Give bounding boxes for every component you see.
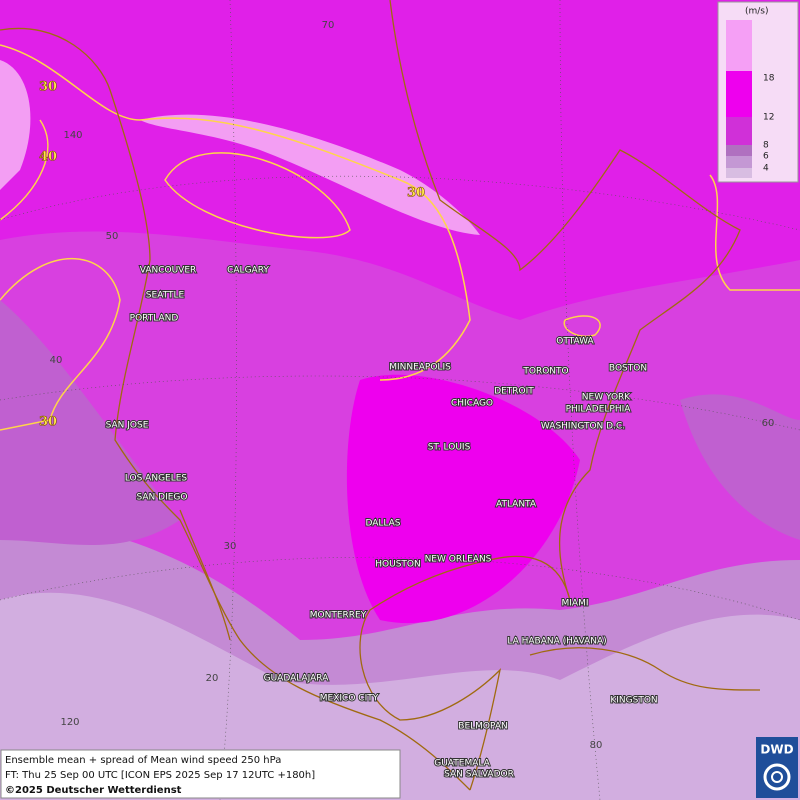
contour-label: 30 [407,186,425,201]
city-label: NEW YORK [582,393,632,403]
city-label: MINNEAPOLIS [389,363,451,373]
city-label: MONTERREY [310,611,367,621]
isotachs [0,44,800,431]
legend-tick: 8 [763,141,769,151]
city-label: KINGSTON [610,696,657,706]
grid-label: 20 [206,673,219,684]
legend-tick: 18 [763,74,775,84]
city-label: SAN DIEGO [137,493,188,503]
city-label: CALGARY [227,266,269,276]
footer-box [0,749,401,799]
city-label: CHICAGO [451,399,493,409]
legend-swatch [726,117,752,145]
grid-label: 40 [50,355,63,366]
city-label: BOSTON [609,364,647,374]
legend-swatch [726,168,752,178]
logo: DWD [756,737,798,798]
city-label: BELMOPAN [458,722,507,732]
city-labels: VANCOUVER CALGARY SEATTLE PORTLAND MINNE… [105,265,659,781]
city-label: TORONTO [522,367,568,377]
graticule-labels: 70 140 50 40 60 30 20 120 80 [50,20,775,751]
legend-swatch [726,20,752,71]
city-label: DETROIT [494,387,534,397]
city-label: PORTLAND [130,314,179,324]
city-label: LA HABANA (HAVANA) [507,637,606,647]
footer-line: FT: Thu 25 Sep 00 UTC [ICON EPS 2025 Sep… [5,770,315,781]
city-label: GUATEMALA [434,759,490,769]
legend: (m/s) 18 12 8 6 4 [717,1,799,183]
grid-label: 60 [762,418,775,429]
logo-icon [763,763,791,791]
city-label: DALLAS [365,519,400,529]
city-label: NEW ORLEANS [425,555,492,565]
grid-label: 30 [224,541,237,552]
grid-label: 140 [63,130,82,141]
city-label: LOS ANGELES [125,474,188,484]
legend-tick: 6 [763,152,769,162]
contour-label: 30 [39,415,57,430]
legend-tick: 4 [763,164,769,174]
city-label: PHILADELPHIA [566,405,632,415]
footer-copyright: ©2025 Deutscher Wetterdienst [5,785,182,796]
field-mid [680,394,800,540]
city-label: ST. LOUIS [428,443,471,453]
field-high [346,374,580,624]
grid-label: 70 [322,20,335,31]
legend-swatch [726,71,752,117]
field-mid [0,300,180,545]
city-label: OTTAWA [556,337,594,347]
coastlines [0,0,761,791]
footer: Ensemble mean + spread of Mean wind spee… [0,749,401,799]
field-max [0,60,31,190]
legend-tick: 12 [763,113,774,123]
legend-unit: (m/s) [745,7,769,17]
legend-swatch [726,156,752,168]
city-label: MIAMI [562,599,589,609]
city-label: SAN JOSE [106,421,149,431]
grid-label: 80 [590,740,603,751]
field-max [140,114,480,235]
city-label: ATLANTA [496,500,537,510]
legend-swatch [726,145,752,156]
logo-icon [771,771,783,783]
city-label: SAN SALVADOR [444,770,514,780]
footer-line: Ensemble mean + spread of Mean wind spee… [5,755,281,766]
city-label: SEATTLE [146,291,185,301]
contour-label: 30 [39,80,57,95]
contour-labels: 30 40 30 30 [39,79,426,430]
city-label: GUADALAJARA [264,674,330,684]
contour-label: 40 [39,150,57,165]
city-label: WASHINGTON D.C. [541,422,625,432]
grid-label: 50 [106,231,119,242]
city-label: VANCOUVER [140,266,197,276]
grid-label: 120 [60,717,79,728]
field-lowest [0,592,800,800]
logo-text: DWD [760,743,793,757]
city-label: MEXICO CITY [320,694,379,704]
city-label: HOUSTON [375,560,420,570]
field-high [0,0,800,320]
